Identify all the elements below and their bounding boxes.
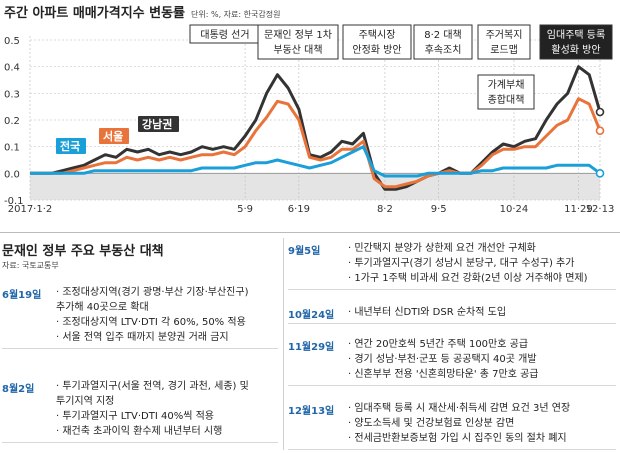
series-end-point (595, 126, 605, 135)
y-tick-label: 0.5 (4, 36, 20, 47)
chart-title-text: 주간 아파트 매매가격지수 변동률 (4, 6, 186, 21)
policy-item: · 내년부터 신DTI와 DSR 순차적 도입 (348, 307, 507, 318)
annotation-box (257, 24, 339, 60)
annotation-text: 주거복지 (486, 29, 523, 41)
policy-item: · 투기과열지구 LTV·DTI 40%씩 적용 (56, 411, 215, 422)
x-tick-label: 2017·1·2 (8, 204, 53, 215)
annotation-box (539, 24, 613, 60)
policy-date: 6월19일 (2, 290, 42, 301)
y-tick-label: -0.1 (4, 196, 24, 207)
series-line (30, 97, 602, 189)
y-tick-label: 0.3 (4, 89, 20, 100)
series-line (30, 145, 601, 178)
policy-item: · 재건축 초과이익 환수제 내년부터 시행 (56, 426, 223, 437)
x-tick-label: 10·24 (500, 204, 529, 215)
x-tick-label: 8·2 (377, 204, 393, 215)
policy-date: 8월2일 (2, 384, 35, 395)
policy-row-divider (288, 323, 616, 324)
annotation-box (342, 24, 412, 60)
policy-item: · 연간 20만호씩 5년간 주택 100만호 공급 (348, 339, 529, 350)
x-tick-label: 9·5 (431, 204, 447, 215)
policy-row-divider (288, 449, 616, 450)
y-tick-label: 0.4 (4, 63, 20, 74)
series-line (30, 65, 602, 191)
policy-panel: 문재인 정부 주요 부동산 대책 자료: 국토교통부 6월19일 · 조정대상지역… (0, 234, 620, 453)
policy-item: 추가해 40곳으로 확대 (56, 302, 149, 313)
x-tick-label: 12·13 (586, 204, 615, 215)
policy-source: 자료: 국토교통부 (2, 261, 59, 270)
policy-row-divider (288, 385, 616, 386)
annotation-text: 로드맵 (490, 44, 518, 56)
policy-row-divider (288, 289, 616, 290)
annotation-text: 안정화 방안 (352, 44, 401, 56)
policy-item: · 양도소득세 및 건강보험료 인상분 감면 (348, 418, 515, 429)
policy-item: · 조정대상지역 LTV·DTI 각 60%, 50% 적용 (56, 317, 246, 328)
policy-item: · 1가구 1주택 비과세 요건 강화(2년 이상 거주해야 면제) (348, 273, 588, 284)
annotation-box (477, 74, 535, 110)
chart-unit: 단위: %, 자료: 한국감정원 (191, 10, 281, 19)
series-label-bg (56, 138, 86, 154)
series-end-point (595, 169, 605, 178)
column-divider (283, 238, 284, 450)
policy-date: 11월29일 (288, 342, 335, 353)
series-end-point (595, 107, 605, 117)
policy-row-divider (2, 442, 278, 443)
chart-title: 주간 아파트 매매가격지수 변동률 단위: %, 자료: 한국감정원 (4, 2, 280, 21)
y-tick-label: 0.1 (4, 143, 20, 154)
annotation-text: 부동산 대책 (273, 44, 322, 56)
annotation-text: 대통령 선거 (200, 29, 249, 41)
annotation-text: 종합대책 (488, 94, 525, 106)
section-divider (0, 232, 620, 233)
policy-item: 투기지역 지정 (56, 396, 115, 407)
policy-date: 12월13일 (288, 406, 335, 417)
policy-date: 10월24일 (288, 310, 335, 321)
annotation-text: 활성화 방안 (551, 43, 600, 56)
policy-item: · 조정대상지역(경기 광명·부산 기장·부산진구) (56, 287, 249, 298)
annotation-text: 주택시장 (359, 29, 396, 41)
x-tick-label: 5·9 (237, 204, 253, 215)
policy-row-divider (2, 348, 278, 349)
x-tick-label: 11·29 (564, 204, 593, 215)
annotation-text: 후속조치 (425, 44, 462, 56)
policy-date: 9월5일 (288, 246, 321, 257)
series-label: 전국 (60, 139, 80, 153)
policy-item: · 민간택지 분양가 상한제 요건 개선안 구체화 (348, 243, 536, 254)
series-label-bg (138, 116, 179, 132)
annotation-text: 가계부채 (488, 79, 525, 91)
policy-item: · 투기과열지구(서울 전역, 경기 과천, 세종) 및 (56, 381, 249, 392)
series-label: 서울 (103, 129, 123, 143)
y-tick-label: 0.0 (4, 169, 20, 180)
policy-item: · 신혼부부 전용 '신혼희망타운' 총 7만호 공급 (348, 369, 539, 380)
series-label-bg (99, 128, 129, 144)
series-label: 강남권 (142, 117, 172, 131)
policy-item: · 경기 성남·부천·군포 등 공공택지 40곳 개발 (348, 354, 537, 365)
annotation-text: 8·2 대책 (424, 29, 461, 41)
annotation-text: 문재인 정부 1차 (264, 29, 332, 41)
annotation-text: 임대주택 등록 (547, 28, 605, 41)
policy-item: · 임대주택 등록 시 재산세·취득세 감면 요건 3년 연장 (348, 403, 571, 414)
negative-band (30, 173, 600, 200)
y-tick-label: 0.2 (4, 116, 20, 127)
policy-item: · 서울 전역 입주 때까지 분양권 거래 금지 (56, 332, 229, 343)
policy-item: · 전세금반환보증보험 가입 시 집주인 동의 절차 폐지 (348, 433, 567, 444)
annotation-box (477, 24, 531, 60)
x-tick-label: 6·19 (288, 204, 310, 215)
annotation-box (413, 24, 473, 60)
policy-item: · 투기과열지구(경기 성남시 분당구, 대구 수성구) 추가 (348, 258, 575, 269)
policy-title: 문재인 정부 주요 부동산 대책 (2, 244, 164, 259)
